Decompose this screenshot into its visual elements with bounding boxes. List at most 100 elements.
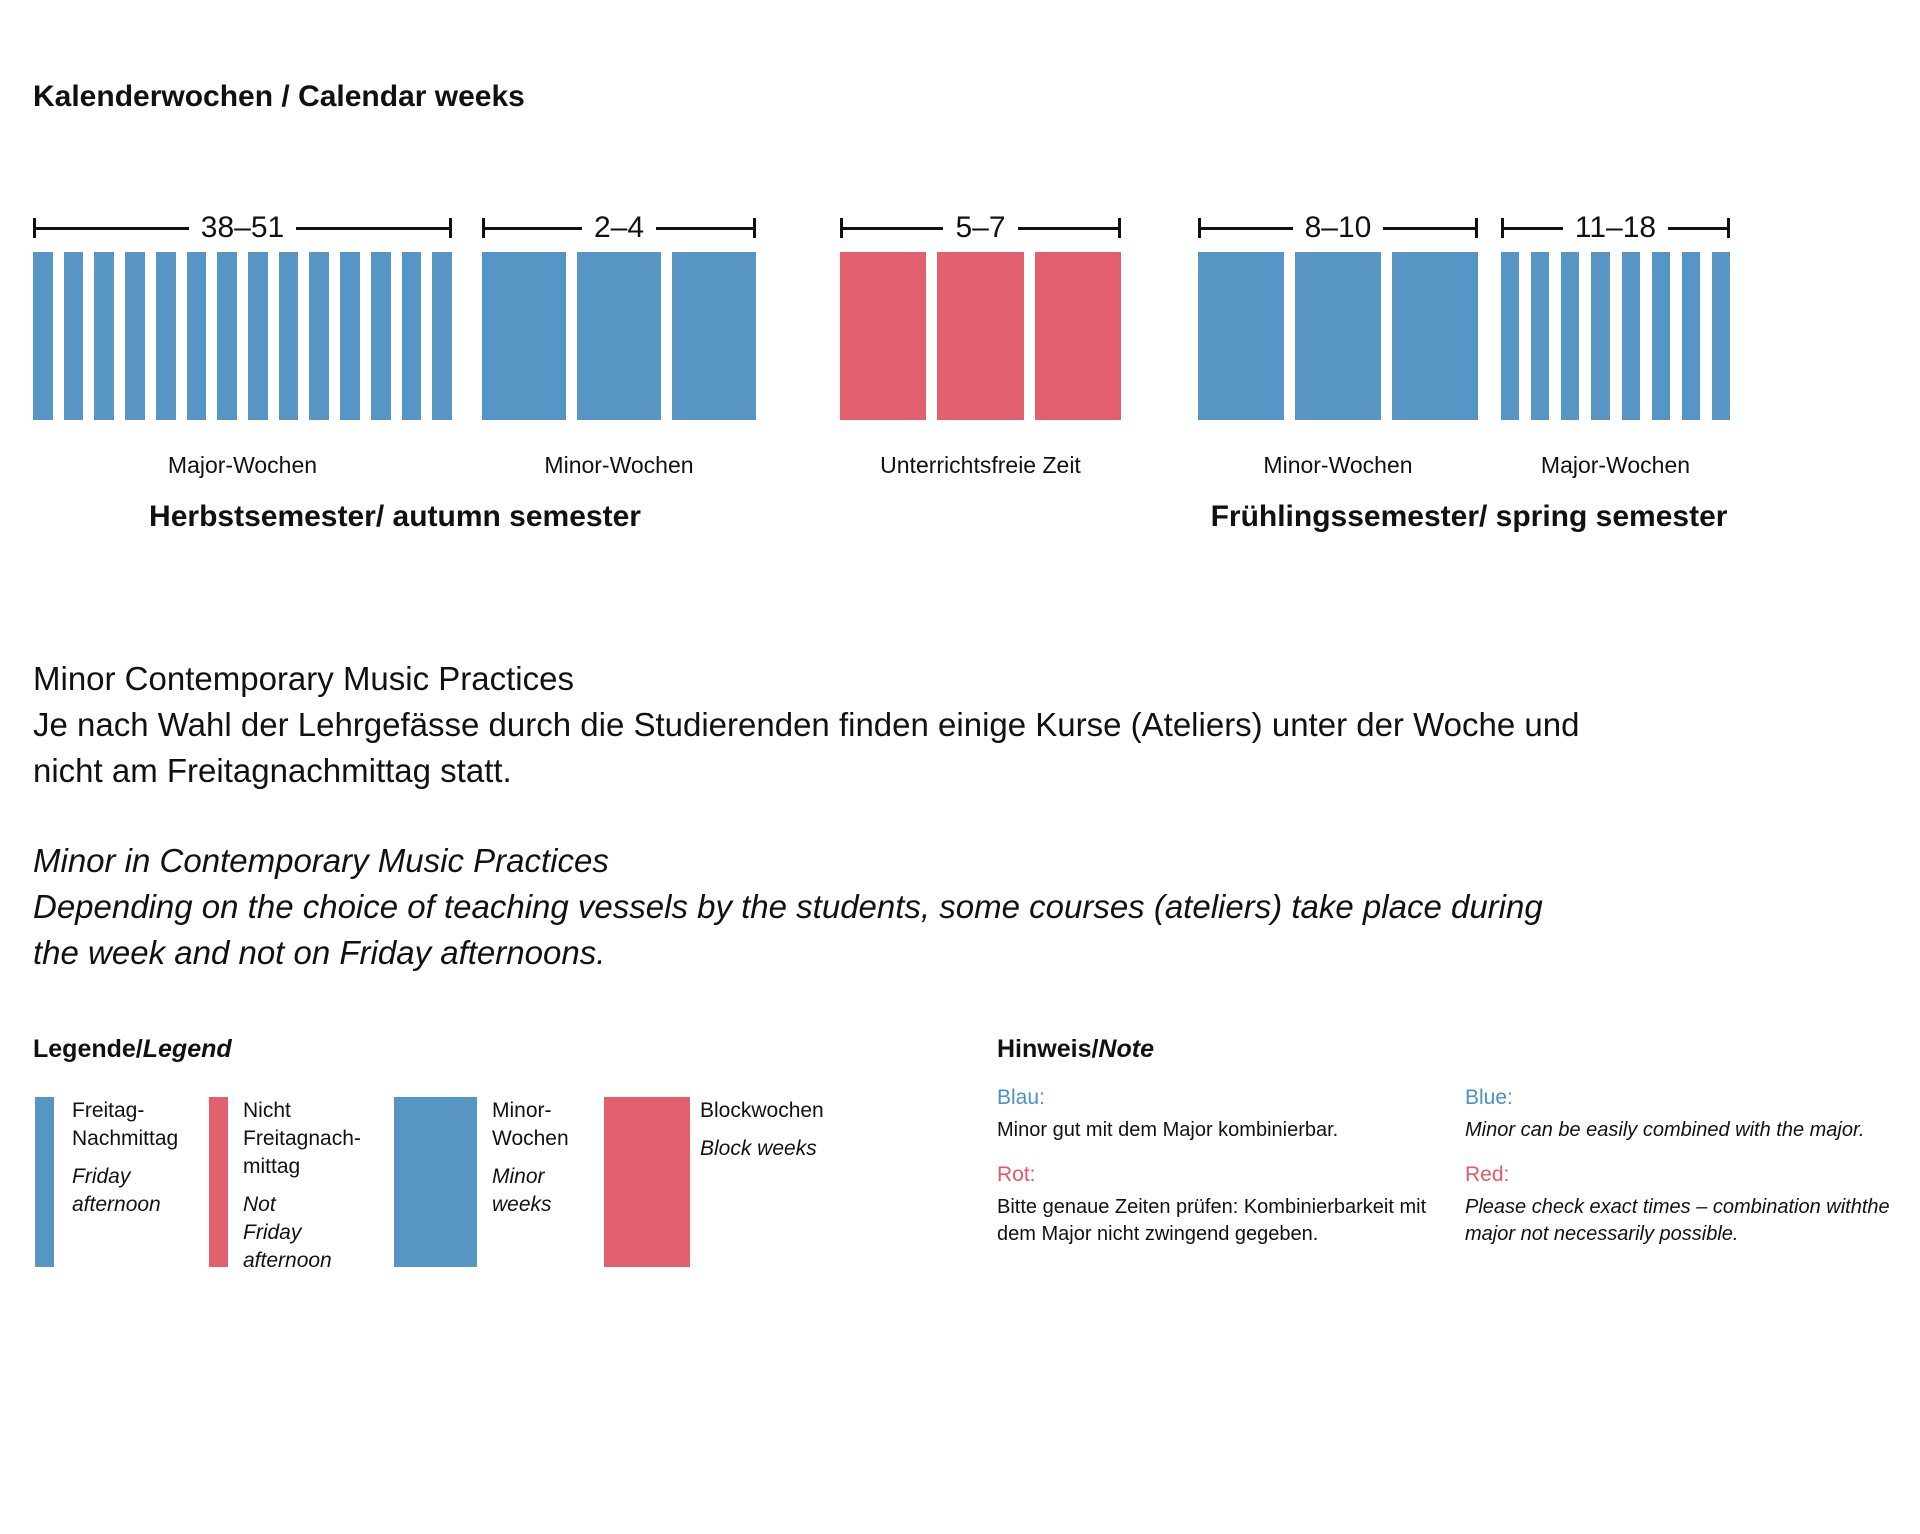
week-bar <box>340 252 360 420</box>
semester-label: Frühlingssemester/ spring semester <box>1210 500 1728 533</box>
week-bar <box>248 252 268 420</box>
note-text: Please check exact times – combination w… <box>1465 1196 1890 1245</box>
week-bar <box>1711 252 1730 420</box>
bracket-line <box>843 226 944 230</box>
bracket-line <box>36 226 189 230</box>
note-column: Blue: Minor can be easily combined with t… <box>1465 1084 1915 1248</box>
bracket-line <box>1668 226 1728 230</box>
week-bar <box>840 252 927 420</box>
week-bar <box>401 252 422 420</box>
week-bar <box>1651 252 1670 420</box>
note-color-label: Rot: <box>997 1163 1036 1186</box>
legend-label-en: Block weeks <box>700 1137 817 1160</box>
group-caption: Unterrichtsfreie Zeit <box>880 452 1081 478</box>
week-bar <box>186 252 207 420</box>
legend-label-en: Not Friday afternoon <box>243 1193 332 1272</box>
week-bars <box>840 252 1121 420</box>
note-column: Blau: Minor gut mit dem Major kombinierba… <box>997 1084 1467 1248</box>
week-bar <box>432 252 453 420</box>
range-bracket: 5–7 <box>840 210 1121 246</box>
legend-swatch <box>394 1097 477 1267</box>
note-text: Minor can be easily combined with the ma… <box>1465 1119 1865 1141</box>
page-title: Kalenderwochen / Calendar weeks <box>33 80 525 113</box>
bracket-line <box>296 226 449 230</box>
bracket-left-tick <box>482 218 485 238</box>
note-heading-en: Note <box>1098 1035 1154 1063</box>
bracket-line <box>485 226 582 230</box>
range-bracket: 2–4 <box>482 210 756 246</box>
bracket-left-tick <box>1198 218 1201 238</box>
range-label: 8–10 <box>1304 211 1372 244</box>
week-bar <box>1501 252 1520 420</box>
range-bracket: 11–18 <box>1501 210 1731 246</box>
legend-item-text: Minor- Wochen Minor weeks <box>492 1097 569 1219</box>
group-caption: Major-Wochen <box>1540 452 1691 478</box>
week-bar <box>94 252 115 420</box>
week-bar <box>217 252 238 420</box>
legend-heading-en: Legend <box>142 1035 232 1063</box>
week-bars <box>1501 252 1730 420</box>
legend-item-text: Freitag- Nachmittag Friday afternoon <box>72 1097 178 1219</box>
note-text: Bitte genaue Zeiten prüfen: Kombinierbar… <box>997 1196 1427 1245</box>
week-bar <box>1591 252 1610 420</box>
legend-label-de: Minor- Wochen <box>492 1099 569 1150</box>
bracket-right-tick <box>1118 218 1121 238</box>
legend-swatch <box>35 1097 54 1267</box>
week-bar <box>1621 252 1640 420</box>
bracket-left-tick <box>33 218 36 238</box>
range-label: 11–18 <box>1574 211 1657 244</box>
week-bar <box>278 252 299 420</box>
week-bars <box>1198 252 1478 420</box>
legend-label-de: Freitag- Nachmittag <box>72 1099 179 1150</box>
week-bar <box>937 252 1024 420</box>
note-text: Minor gut mit dem Major kombinierbar. <box>997 1119 1339 1141</box>
legend-label-de: Nicht Freitagnach- mittag <box>243 1099 361 1178</box>
week-group: 38–51 Major-Wochen <box>33 210 453 480</box>
bracket-line <box>1383 226 1475 230</box>
semester-label: Herbstsemester/ autumn semester <box>149 500 641 533</box>
range-label: 2–4 <box>593 211 645 244</box>
legend-label-en: Friday afternoon <box>72 1165 161 1216</box>
week-bars <box>482 252 756 420</box>
week-bar <box>1295 252 1381 420</box>
week-bar <box>370 252 391 420</box>
week-bars <box>33 252 453 420</box>
week-bar <box>482 252 566 420</box>
week-bar <box>309 252 330 420</box>
legend-item-text: Nicht Freitagnach- mittag Not Friday afte… <box>243 1097 361 1275</box>
week-bar <box>672 252 756 420</box>
week-group: 8–10 Minor-Wochen <box>1198 210 1478 480</box>
legend-item-text: Blockwochen Block weeks <box>700 1097 824 1163</box>
bracket-line <box>1017 226 1118 230</box>
bracket-line <box>656 226 753 230</box>
week-bar <box>1034 252 1121 420</box>
week-bar <box>155 252 176 420</box>
range-bracket: 38–51 <box>33 210 452 246</box>
range-label: 5–7 <box>955 211 1006 244</box>
paragraph-english: Minor in Contemporary Music Practices De… <box>33 842 1543 971</box>
note-heading-de: Hinweis/ <box>997 1035 1099 1063</box>
legend-label-de: Blockwochen <box>700 1099 824 1122</box>
legend-heading: Legende/Legend <box>33 1035 232 1064</box>
note-heading: Hinweis/Note <box>997 1035 1154 1064</box>
bracket-right-tick <box>449 218 452 238</box>
bracket-right-tick <box>1475 218 1478 238</box>
week-bar <box>1681 252 1700 420</box>
week-bar <box>1531 252 1550 420</box>
week-bar <box>33 252 53 420</box>
bracket-line <box>1504 226 1563 230</box>
week-bar <box>1392 252 1478 420</box>
legend-heading-de: Legende/ <box>33 1035 143 1063</box>
bracket-line <box>1201 226 1293 230</box>
week-group: 5–7 Unterrichtsfreie Zeit <box>840 210 1121 480</box>
range-label: 38–51 <box>200 211 285 244</box>
legend-swatch <box>604 1097 690 1267</box>
week-group: 2–4 Minor-Wochen <box>482 210 756 480</box>
week-bar <box>1561 252 1580 420</box>
week-bar <box>577 252 661 420</box>
note-color-label: Red: <box>1465 1163 1510 1186</box>
note-color-label: Blue: <box>1465 1086 1513 1109</box>
week-group: 11–18 Major-Wochen <box>1501 210 1731 480</box>
week-bar <box>1198 252 1284 420</box>
bracket-left-tick <box>1501 218 1504 238</box>
